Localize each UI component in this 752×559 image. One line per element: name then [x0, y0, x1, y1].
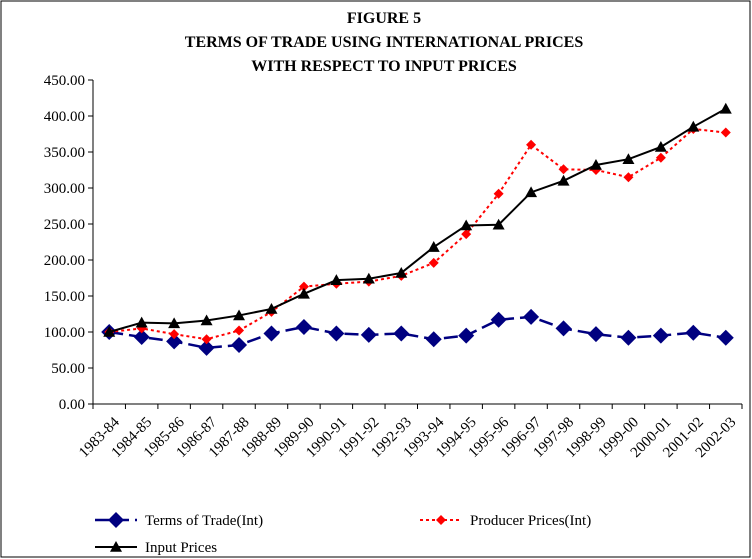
point	[685, 324, 702, 341]
point	[133, 329, 150, 346]
point	[623, 172, 634, 183]
y-tick-label: 300.00	[44, 181, 85, 197]
point	[295, 318, 312, 335]
legend-label: Input Prices	[145, 540, 217, 556]
point	[108, 512, 124, 528]
y-tick-label: 0.00	[59, 397, 85, 413]
point	[427, 241, 440, 252]
point	[555, 320, 572, 337]
legend-label: Producer Prices(Int)	[470, 513, 591, 529]
y-tick-label: 250.00	[44, 217, 85, 233]
point	[622, 153, 635, 164]
point	[297, 287, 310, 299]
point	[395, 266, 408, 278]
point	[298, 281, 309, 292]
point	[428, 257, 439, 268]
point	[526, 139, 537, 150]
y-tick-label: 400.00	[44, 109, 85, 125]
y-tick-label: 150.00	[44, 289, 85, 305]
chart-title: TERMS OF TRADE USING INTERNATIONAL PRICE…	[185, 34, 584, 51]
point	[436, 515, 446, 525]
series-line	[108, 107, 727, 333]
point	[231, 336, 248, 353]
y-tick-label: 100.00	[44, 325, 85, 341]
series-line	[109, 127, 726, 341]
point	[655, 152, 666, 163]
point	[425, 331, 442, 348]
point	[135, 316, 148, 328]
point	[200, 314, 213, 326]
point	[168, 317, 181, 329]
point	[169, 329, 180, 340]
point	[265, 302, 278, 314]
point	[490, 311, 507, 328]
point	[493, 188, 504, 199]
point	[589, 158, 602, 170]
point	[720, 127, 731, 138]
legend-label: Terms of Trade(Int)	[145, 513, 263, 529]
point	[393, 325, 410, 342]
point	[525, 186, 538, 198]
y-tick-label: 50.00	[51, 361, 85, 377]
point	[328, 325, 345, 342]
point	[687, 120, 700, 132]
point	[461, 229, 472, 240]
point	[201, 334, 212, 345]
point	[166, 333, 183, 350]
point	[719, 102, 732, 114]
chart-title: FIGURE 5	[347, 10, 421, 27]
point	[458, 327, 475, 344]
point	[523, 308, 540, 325]
y-tick-label: 450.00	[44, 73, 85, 89]
y-tick-label: 350.00	[44, 145, 85, 161]
point	[234, 325, 245, 336]
point	[233, 309, 246, 321]
point	[654, 140, 667, 152]
point	[557, 174, 570, 186]
point	[362, 272, 375, 284]
point	[460, 219, 473, 231]
point	[558, 164, 569, 175]
point	[198, 339, 215, 356]
point	[263, 325, 280, 342]
chart-title: WITH RESPECT TO INPUT PRICES	[251, 58, 517, 75]
point	[110, 541, 122, 552]
point	[717, 329, 734, 346]
y-tick-label: 200.00	[44, 253, 85, 269]
point	[620, 329, 637, 346]
point	[330, 274, 343, 285]
point	[103, 326, 116, 337]
point	[587, 326, 604, 343]
point	[492, 218, 505, 230]
point	[360, 326, 377, 343]
point	[652, 327, 669, 344]
